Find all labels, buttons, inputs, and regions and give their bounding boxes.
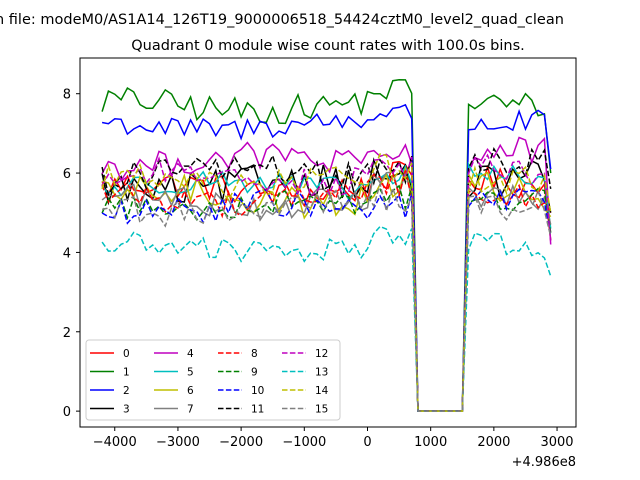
y-tick-label: 2 (63, 326, 71, 341)
axes-frame (79, 57, 577, 428)
y-tick-label: 8 (63, 88, 71, 103)
x-tick-label: −1000 (282, 435, 326, 450)
series-line-13 (101, 225, 552, 412)
legend-label-14: 14 (315, 385, 329, 397)
legend-label-0: 0 (123, 348, 130, 360)
x-axis-ticks: −4000 −3000 −2000 −1000 0 1000 2000 3000 (93, 427, 574, 450)
series-line-12 (101, 153, 552, 412)
chart-title: Quadrant 0 module wise count rates with … (131, 38, 525, 54)
legend-label-2: 2 (123, 385, 130, 397)
series-line-11 (101, 146, 552, 412)
x-tick-label: 2000 (477, 435, 510, 450)
legend-label-8: 8 (251, 348, 258, 360)
y-tick-label: 6 (63, 167, 71, 182)
legend-label-12: 12 (315, 348, 328, 360)
legend-label-3: 3 (123, 404, 130, 416)
series-line-10 (101, 188, 552, 412)
legend-label-4: 4 (187, 348, 194, 360)
plot-area (101, 78, 552, 412)
legend-label-1: 1 (123, 367, 130, 379)
x-tick-label: −3000 (156, 435, 200, 450)
x-tick-label: 1000 (414, 435, 447, 450)
legend-label-5: 5 (187, 367, 194, 379)
series-line-2 (101, 103, 552, 412)
series-line-15 (101, 183, 552, 412)
series-line-6 (101, 166, 552, 412)
y-tick-label: 4 (63, 246, 71, 261)
legend-box (85, 339, 341, 421)
legend-label-7: 7 (187, 404, 194, 416)
series-line-1 (101, 78, 552, 412)
legend-label-10: 10 (251, 385, 264, 397)
series-line-8 (101, 170, 552, 412)
x-tick-label: 0 (363, 435, 371, 450)
x-tick-label: −4000 (93, 435, 137, 450)
legend-label-11: 11 (251, 404, 264, 416)
x-tick-label: −2000 (219, 435, 263, 450)
figure-suptitle: n file: modeM0/AS1A14_126T19_9000006518_… (0, 12, 564, 28)
legend-label-6: 6 (187, 385, 194, 397)
series-line-3 (101, 157, 552, 412)
y-axis-ticks: 0 2 4 6 8 (63, 88, 80, 420)
y-tick-label: 0 (63, 405, 71, 420)
x-axis-offset-label: +4.986e8 (512, 455, 576, 470)
series-line-14 (101, 153, 552, 412)
legend-label-13: 13 (315, 367, 328, 379)
x-tick-label: 3000 (540, 435, 573, 450)
legend-label-9: 9 (251, 367, 258, 379)
legend-label-15: 15 (315, 404, 328, 416)
